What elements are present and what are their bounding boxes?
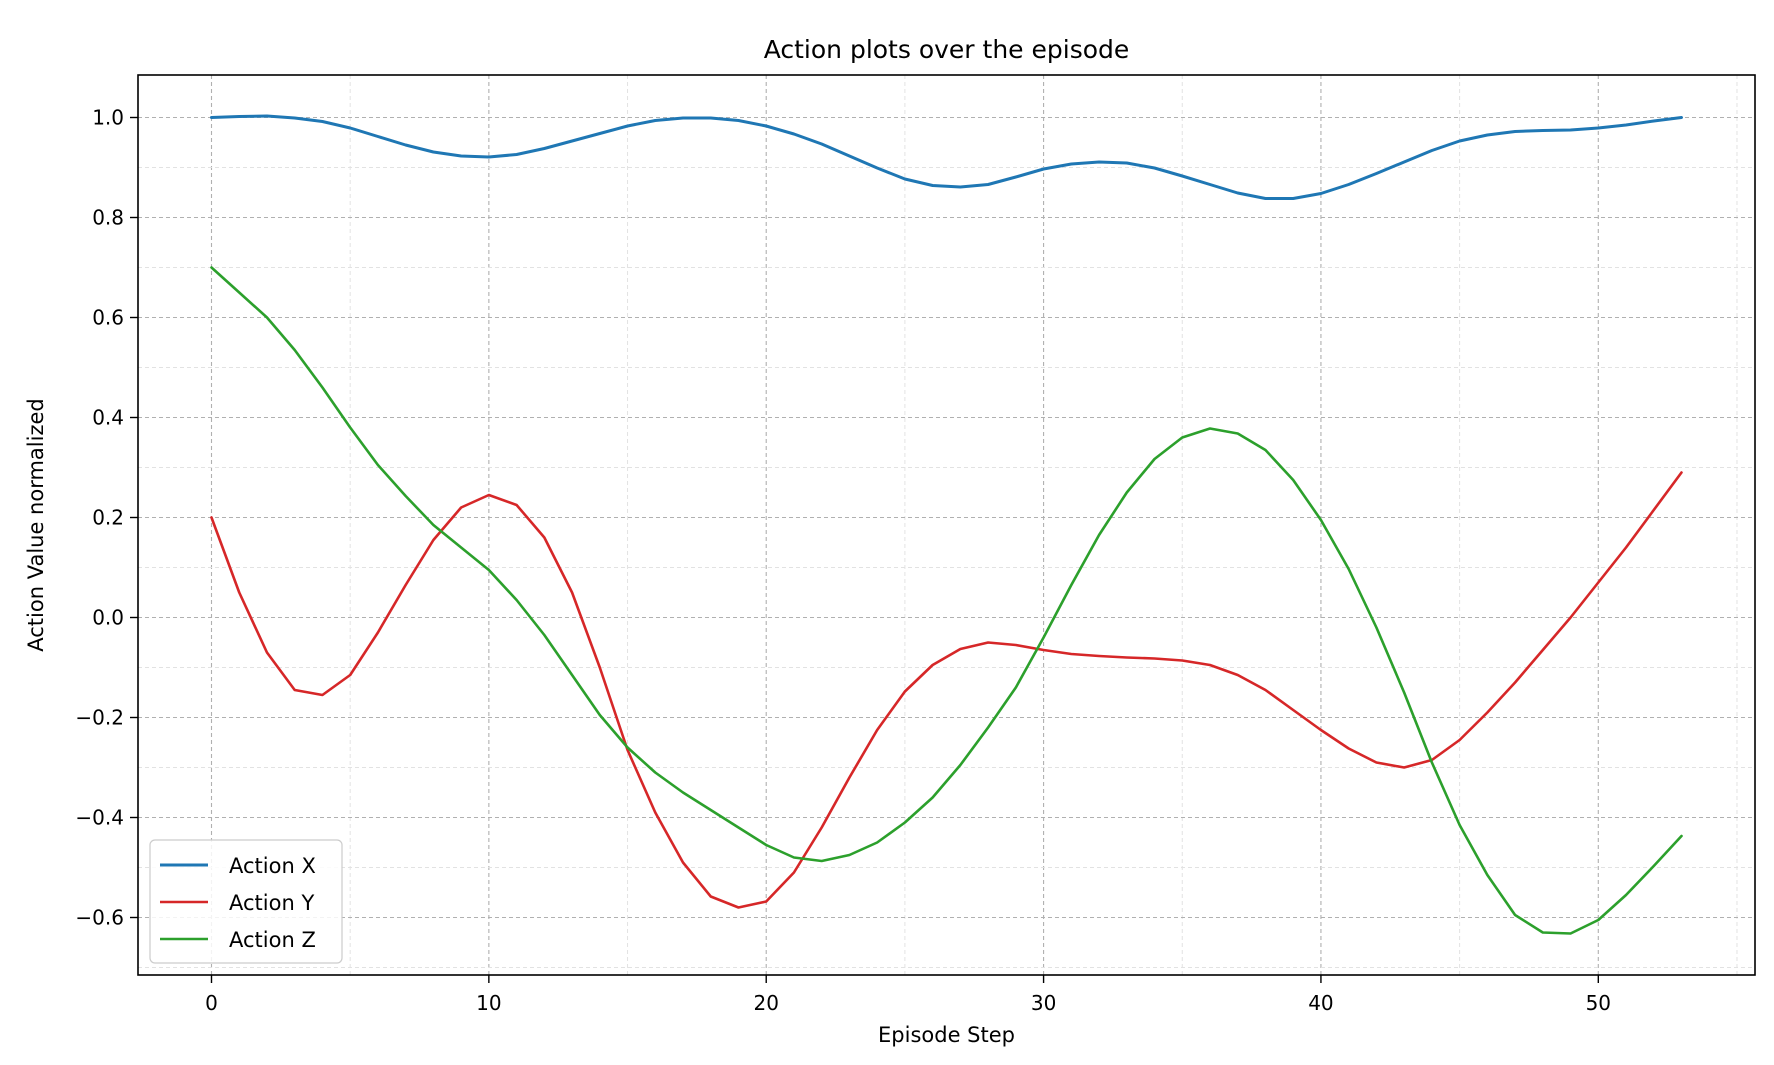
x-tick-label: 50	[1586, 991, 1611, 1015]
x-tick-label: 40	[1308, 991, 1333, 1015]
y-axis-title: Action Value normalized	[24, 398, 48, 651]
axis-ticks: 0 10 20 30 40 50 1.0 0.8 0.6 0.4 0.2 0.0 −0.2 −0.4 −0.…	[75, 106, 1611, 1016]
series-line-action-x	[210, 114, 1683, 200]
x-tick-label: 20	[753, 991, 778, 1015]
legend-box	[149, 839, 343, 964]
y-tick-label: 0.6	[92, 306, 124, 330]
legend-label: Action X	[229, 854, 316, 878]
legend-label: Action Z	[229, 928, 316, 952]
y-tick-label: −0.2	[75, 706, 124, 730]
x-tick-label: 30	[1031, 991, 1056, 1015]
y-tick-label: 0.8	[92, 206, 124, 230]
legend-label: Action Y	[229, 891, 314, 915]
series-lines	[210, 114, 1683, 935]
chart-title: Action plots over the episode	[764, 35, 1130, 64]
plot-area	[137, 74, 1756, 976]
x-tick-label: 10	[476, 991, 501, 1015]
x-tick-label: 0	[205, 991, 218, 1015]
y-tick-label: 0.2	[92, 506, 124, 530]
series-line-action-z	[210, 266, 1683, 935]
y-tick-label: −0.4	[75, 806, 124, 830]
y-tick-label: −0.6	[75, 906, 124, 930]
series-line-action-y	[210, 471, 1683, 909]
y-tick-label: 0.0	[92, 606, 124, 630]
x-axis-title: Episode Step	[878, 1023, 1015, 1047]
y-tick-label: 0.4	[92, 406, 124, 430]
y-tick-label: 1.0	[92, 106, 124, 130]
legend: Action X Action Y Action Z	[149, 839, 343, 964]
